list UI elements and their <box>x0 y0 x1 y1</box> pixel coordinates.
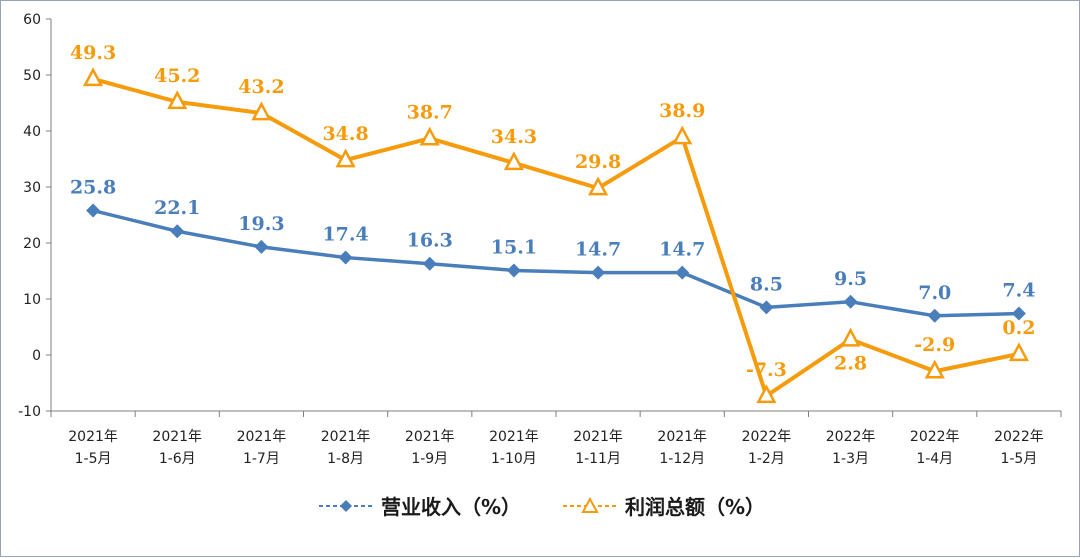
revenue-point <box>506 263 521 278</box>
revenue-point <box>422 256 437 271</box>
revenue-data-label: 14.7 <box>659 239 705 261</box>
profit-data-label: 38.7 <box>407 101 453 123</box>
legend: 营业收入（%） 利润总额（%） <box>1 491 1080 520</box>
profit-data-label: -2.9 <box>914 334 955 356</box>
x-tick-label-period: 1-6月 <box>159 451 196 467</box>
y-tick-label: 30 <box>23 180 41 196</box>
revenue-point <box>927 308 942 323</box>
profit-point <box>840 327 861 347</box>
diamond-line-icon <box>318 499 373 512</box>
series-line-profit <box>92 76 1020 398</box>
y-tick-label: -10 <box>18 404 41 420</box>
revenue-point <box>675 265 690 280</box>
x-tick-label-year: 2022年 <box>994 429 1044 445</box>
x-tick-label-period: 1-11月 <box>575 451 621 467</box>
x-tick-label-period: 1-12月 <box>659 451 705 467</box>
revenue-data-label: 22.1 <box>154 197 200 219</box>
legend-label-profit: 利润总额（%） <box>625 495 766 519</box>
x-tick-label-period: 1-5月 <box>75 451 112 467</box>
y-tick-label: 10 <box>23 292 41 308</box>
revenue-point <box>843 294 858 309</box>
x-tick-label-year: 2021年 <box>657 429 707 445</box>
revenue-point <box>1011 306 1026 321</box>
profit-data-label: 38.9 <box>659 100 705 122</box>
legend-item-revenue: 营业收入（%） <box>317 491 521 520</box>
x-tick-label-period: 1-9月 <box>411 451 448 467</box>
x-tick-label-period: 1-8月 <box>327 451 364 467</box>
x-tick-label-period: 1-7月 <box>243 451 280 467</box>
profit-point <box>167 90 188 110</box>
revenue-data-label: 7.0 <box>918 282 951 304</box>
x-tick-label-year: 2021年 <box>321 429 371 445</box>
profit-point <box>924 359 945 379</box>
profit-point <box>335 148 356 168</box>
revenue-point <box>759 300 774 315</box>
x-tick-label-year: 2022年 <box>826 429 876 445</box>
x-tick-label-year: 2021年 <box>152 429 202 445</box>
profit-data-label: 29.8 <box>575 151 621 173</box>
x-tick-label-year: 2022年 <box>742 429 792 445</box>
triangle-line-icon <box>563 496 617 513</box>
x-tick-label-year: 2021年 <box>68 429 118 445</box>
revenue-data-label: 17.4 <box>322 224 368 246</box>
x-tick-label-period: 1-10月 <box>491 451 537 467</box>
series-line-revenue <box>92 208 1019 318</box>
revenue-data-label: 9.5 <box>834 268 867 290</box>
profit-point <box>251 101 272 121</box>
x-tick-label-year: 2021年 <box>405 429 455 445</box>
profit-point <box>1008 342 1029 362</box>
x-tick-label-year: 2022年 <box>910 429 960 445</box>
y-tick-label: 50 <box>23 68 41 84</box>
x-tick-label-year: 2021年 <box>237 429 287 445</box>
legend-label-revenue: 营业收入（%） <box>380 495 521 519</box>
x-tick-label-year: 2021年 <box>489 429 539 445</box>
revenue-point <box>170 224 185 239</box>
profit-data-label: 2.8 <box>834 352 867 374</box>
profit-point <box>756 384 777 404</box>
profit-data-label: 34.3 <box>491 126 537 148</box>
revenue-data-label: 19.3 <box>238 213 284 235</box>
revenue-point <box>338 250 353 265</box>
revenue-point <box>254 239 269 254</box>
x-tick-label-period: 1-5月 <box>1000 451 1037 467</box>
y-tick-label: 60 <box>23 12 41 28</box>
revenue-data-label: 14.7 <box>575 239 621 261</box>
profit-data-label: 34.8 <box>322 123 368 145</box>
profit-point <box>587 176 609 196</box>
revenue-data-label: 8.5 <box>750 273 783 295</box>
x-tick-label-year: 2021年 <box>573 429 623 445</box>
profit-data-label: 49.3 <box>70 42 116 64</box>
profit-point <box>83 67 104 87</box>
profit-point <box>503 151 525 171</box>
profit-data-label: 45.2 <box>154 65 200 87</box>
y-tick-label: 0 <box>32 348 41 364</box>
profit-point <box>419 126 440 146</box>
profit-point <box>672 125 693 145</box>
profit-data-label: 43.2 <box>238 76 284 98</box>
y-tick-label: 40 <box>23 124 41 140</box>
profit-data-label: 0.2 <box>1002 317 1035 339</box>
x-tick-label-period: 1-3月 <box>832 451 869 467</box>
revenue-data-label: 16.3 <box>407 230 453 252</box>
x-tick-label-period: 1-2月 <box>748 451 785 467</box>
x-tick-label-period: 1-4月 <box>916 451 953 467</box>
revenue-data-label: 7.4 <box>1002 280 1035 302</box>
y-tick-label: 20 <box>23 236 41 252</box>
revenue-point <box>591 265 606 280</box>
revenue-point <box>86 203 101 218</box>
profit-data-label: -7.3 <box>746 359 787 381</box>
revenue-data-label: 15.1 <box>491 236 537 258</box>
legend-item-profit: 利润总额（%） <box>561 491 765 520</box>
revenue-data-label: 25.8 <box>70 177 116 199</box>
